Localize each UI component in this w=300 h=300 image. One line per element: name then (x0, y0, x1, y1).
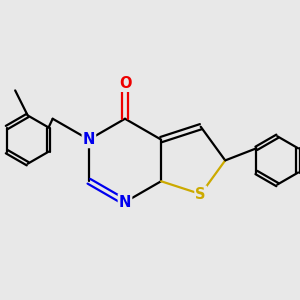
Text: N: N (119, 195, 131, 210)
Text: S: S (196, 187, 206, 202)
Text: N: N (83, 132, 95, 147)
Text: O: O (119, 76, 131, 91)
